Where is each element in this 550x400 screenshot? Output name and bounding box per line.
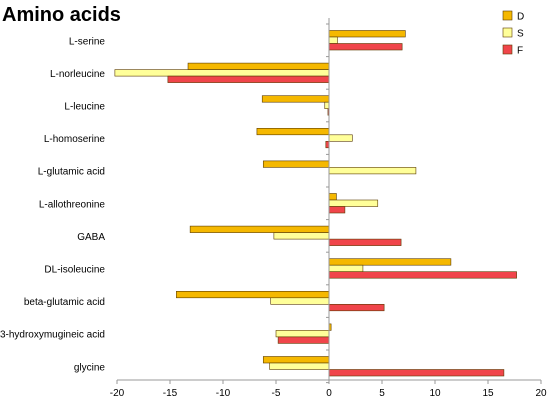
x-tick-label: -5 [272,388,281,399]
x-tick-label: -15 [163,388,178,399]
bar-S-7 [328,264,364,273]
bar-S-9 [275,330,330,338]
x-tick-label: -10 [216,388,231,399]
bar-F-0 [328,43,403,51]
bar-D-2 [261,95,330,103]
category-label: L-homoserine [44,134,106,145]
x-tick-label: 15 [482,388,494,399]
legend-label-S: S [517,29,524,40]
bar-F-8 [328,303,385,312]
bar-F-1 [167,75,330,83]
bar-D-1 [187,62,330,70]
bar-S-4 [328,167,417,175]
category-label: GABA [77,232,105,243]
bar-S-3 [328,134,353,142]
x-tick-label: 20 [535,388,547,399]
legend-swatch-S [502,27,513,38]
bar-D-6 [189,225,330,233]
category-label: 3-hydroxymugineic acid [0,330,105,341]
bar-F-6 [328,238,402,246]
bar-D-10 [262,356,330,364]
bar-S-5 [328,199,379,207]
bar-F-9 [277,336,330,344]
bar-F-7 [328,271,517,279]
bar-D-7 [328,258,452,266]
category-label: L-leucine [64,101,105,112]
category-label: L-norleucine [50,69,105,80]
bar-F-10 [328,369,505,377]
bar-D-0 [328,30,406,38]
category-label: L-serine [69,36,106,47]
x-tick-label: 10 [429,388,441,399]
bar-S-2 [324,101,330,109]
chart-title: Amino acids [2,4,121,26]
x-tick-label: 5 [379,388,385,399]
category-label: beta-glutamic acid [24,297,105,308]
legend-label-F: F [517,46,523,57]
bar-S-6 [273,232,330,240]
category-label: L-allothreonine [39,199,106,210]
legend-swatch-F [502,44,513,55]
category-label: DL-isoleucine [44,264,105,275]
x-tick-label: 0 [326,388,332,399]
bar-S-8 [270,297,330,305]
bar-D-8 [176,290,330,299]
bar-F-5 [328,206,346,214]
bar-S-10 [269,362,330,370]
category-label: L-glutamic acid [38,167,105,178]
legend-label-D: D [517,12,524,23]
bar-S-1 [114,69,330,77]
bar-D-5 [328,193,337,201]
legend-swatch-D [502,10,513,21]
category-label: glycine [74,362,106,373]
x-tick-label: -20 [110,388,125,399]
bar-D-3 [256,128,330,136]
bar-S-0 [328,36,338,44]
bar-D-4 [262,160,330,168]
